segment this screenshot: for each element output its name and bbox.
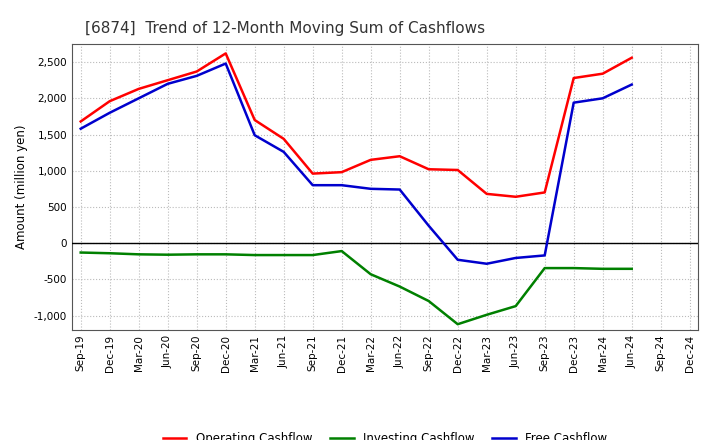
Operating Cashflow [482,191,491,197]
Free Cashflow [338,183,346,188]
Investing Cashflow [366,271,375,277]
Investing Cashflow [105,251,114,256]
Investing Cashflow [482,312,491,317]
Investing Cashflow [627,266,636,271]
Operating Cashflow [192,69,201,74]
Investing Cashflow [338,249,346,254]
Free Cashflow [192,73,201,78]
Operating Cashflow [279,136,288,142]
Free Cashflow [541,253,549,258]
Investing Cashflow [570,265,578,271]
Free Cashflow [482,261,491,266]
Operating Cashflow [366,157,375,162]
Free Cashflow [366,186,375,191]
Investing Cashflow [541,265,549,271]
Operating Cashflow [76,119,85,124]
Operating Cashflow [627,55,636,60]
Investing Cashflow [424,298,433,304]
Operating Cashflow [511,194,520,199]
Investing Cashflow [598,266,607,271]
Free Cashflow [454,257,462,262]
Operating Cashflow [338,169,346,175]
Operating Cashflow [424,167,433,172]
Investing Cashflow [511,304,520,309]
Operating Cashflow [570,75,578,81]
Operating Cashflow [135,86,143,92]
Free Cashflow [511,255,520,260]
Operating Cashflow [598,71,607,76]
Free Cashflow [279,149,288,154]
Operating Cashflow [308,171,317,176]
Free Cashflow [76,126,85,132]
Legend: Operating Cashflow, Investing Cashflow, Free Cashflow: Operating Cashflow, Investing Cashflow, … [158,427,612,440]
Free Cashflow [135,95,143,101]
Investing Cashflow [163,252,172,257]
Investing Cashflow [192,252,201,257]
Operating Cashflow [395,154,404,159]
Investing Cashflow [221,252,230,257]
Free Cashflow [251,132,259,138]
Line: Operating Cashflow: Operating Cashflow [81,53,631,197]
Investing Cashflow [308,253,317,258]
Free Cashflow [163,81,172,87]
Investing Cashflow [135,252,143,257]
Investing Cashflow [454,322,462,327]
Operating Cashflow [251,117,259,123]
Operating Cashflow [221,51,230,56]
Free Cashflow [395,187,404,192]
Free Cashflow [105,110,114,115]
Investing Cashflow [251,253,259,258]
Line: Investing Cashflow: Investing Cashflow [81,251,631,324]
Free Cashflow [598,95,607,101]
Investing Cashflow [279,253,288,258]
Y-axis label: Amount (million yen): Amount (million yen) [15,125,28,249]
Operating Cashflow [541,190,549,195]
Investing Cashflow [395,284,404,289]
Free Cashflow [570,100,578,105]
Text: [6874]  Trend of 12-Month Moving Sum of Cashflows: [6874] Trend of 12-Month Moving Sum of C… [84,21,485,36]
Operating Cashflow [163,77,172,83]
Investing Cashflow [76,250,85,255]
Operating Cashflow [454,167,462,172]
Free Cashflow [424,223,433,228]
Line: Free Cashflow: Free Cashflow [81,63,631,264]
Operating Cashflow [105,99,114,104]
Free Cashflow [627,82,636,87]
Free Cashflow [308,183,317,188]
Free Cashflow [221,61,230,66]
